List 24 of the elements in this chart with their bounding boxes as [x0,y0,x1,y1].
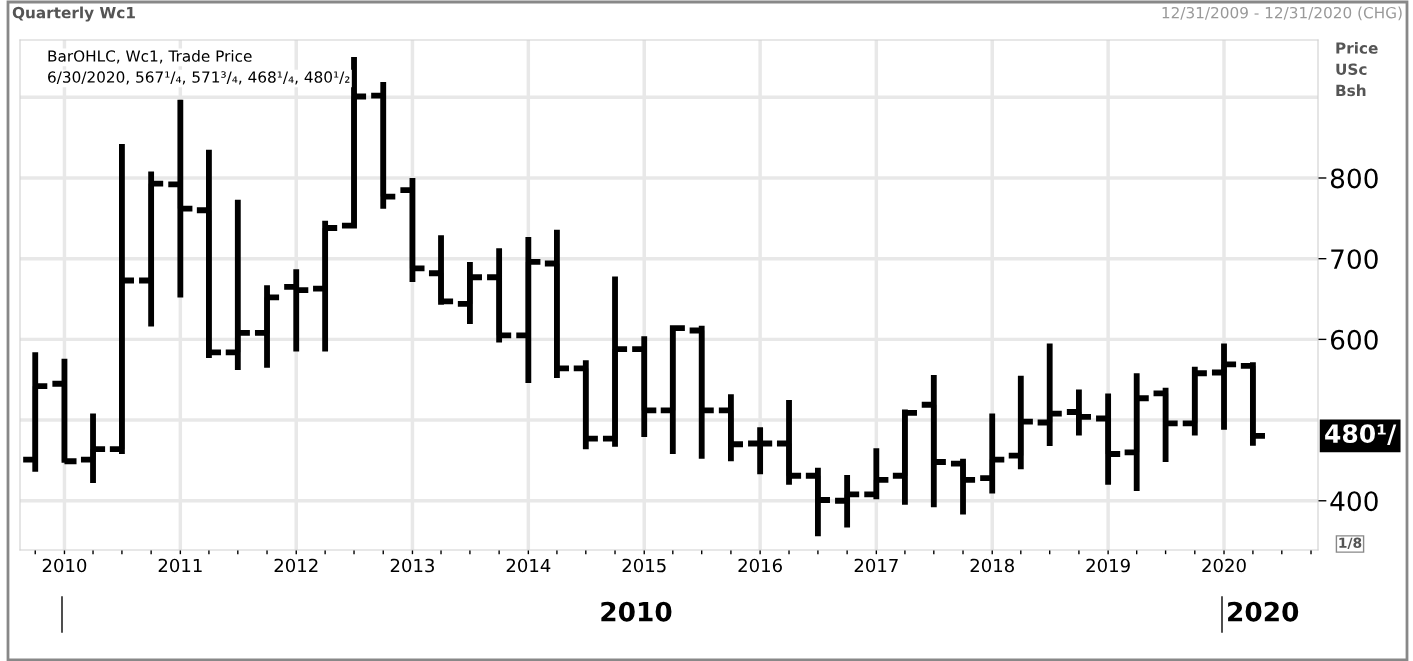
x-tick-label: 2011 [158,558,202,573]
text: 1/8 [1339,537,1362,550]
y-tick-label: 700 [1331,249,1378,270]
annotation: 6/30/2020, 567¹/₄, 571³/₄, 468¹/₄, 480¹/₂ [48,71,350,85]
y-tick-label: 600 [1330,329,1378,350]
y-tick-label: 400 [1330,491,1378,512]
text: 480¹/ [1325,424,1397,446]
x-tick-label: 2010 [42,558,87,573]
x-tick-label: 2020 [1202,558,1246,573]
x-tick-label: 2016 [738,558,782,573]
x-tick-label: 2018 [970,558,1014,573]
annotation: BarOHLC, Wc1, Trade Price [48,50,252,64]
text: 2020 [1228,601,1299,622]
x-tick-label: 2013 [390,558,434,573]
x-tick-label: 2015 [622,558,666,573]
chart-title: Quarterly Wc1 [12,6,135,22]
x-tick-label: 2017 [854,558,898,573]
x-tick-label: 2019 [1086,558,1130,573]
x-tick-label: 2014 [506,558,551,573]
y-axis-title: Price USc Bsh [1336,42,1378,97]
y-tick-label: 800 [1330,168,1378,189]
chart-subtitle: 12/31/2009 - 12/31/2020 (CHG) [1162,6,1402,21]
text: 2010 [601,601,672,622]
x-tick-label: 2012 [274,558,318,573]
